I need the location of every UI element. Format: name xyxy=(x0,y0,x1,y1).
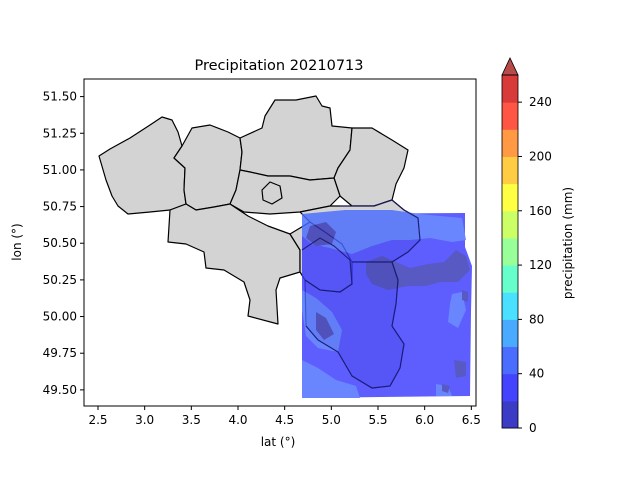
colorbar: 0 40 80 120 160 200 240 xyxy=(501,57,552,435)
colorbar-tick-label: 240 xyxy=(529,95,552,109)
contour-band-0-20-se xyxy=(454,360,466,378)
contour-band-40-60-south xyxy=(302,360,360,398)
x-tick-label: 3.5 xyxy=(182,413,201,427)
contour-band-40-60 xyxy=(302,210,466,254)
colorbar-segment xyxy=(502,210,518,239)
colorbar-frame xyxy=(501,74,519,429)
region-hainaut xyxy=(167,203,301,325)
colorbar-tick-label: 200 xyxy=(529,149,552,163)
x-axis-label: lat (°) xyxy=(261,435,296,449)
colorbar-label: precipitation (mm) xyxy=(561,187,575,299)
contour-band-0-20-west xyxy=(316,312,334,340)
colorbar-tick-label: 40 xyxy=(529,367,544,381)
x-tick-label: 4.0 xyxy=(228,413,247,427)
contour-band-0-20-east xyxy=(462,290,468,302)
region-west-flanders xyxy=(98,116,187,215)
chart-title: Precipitation 20210713 xyxy=(194,58,363,74)
colorbar-segment xyxy=(502,319,518,348)
axes-frame xyxy=(83,78,477,407)
colorbar-tick-label: 120 xyxy=(529,258,552,272)
colorbar-tick-label: 0 xyxy=(529,421,537,435)
y-tick-label: 51.50 xyxy=(43,90,77,104)
x-tick-label: 6.0 xyxy=(415,413,434,427)
y-tick-label: 50.75 xyxy=(43,200,77,214)
contour-band-0-20-north xyxy=(306,222,336,246)
region-flemish-brabant xyxy=(229,169,341,215)
colorbar-segment xyxy=(502,265,518,293)
colorbar-segment xyxy=(502,400,518,429)
contour-band-40-60-east xyxy=(448,292,466,328)
region-brussels xyxy=(261,181,283,205)
colorbar-segment xyxy=(502,237,518,266)
x-axis: 2.5 3.0 3.5 4.0 4.5 5.0 5.5 6.0 6.5 xyxy=(88,406,481,427)
precipitation-field xyxy=(302,210,472,398)
contour-band-0-20-center xyxy=(366,250,470,290)
colorbar-segment xyxy=(502,292,518,320)
x-tick-label: 5.0 xyxy=(322,413,341,427)
colorbar-tick-label: 160 xyxy=(529,204,552,218)
colorbar-segment xyxy=(502,346,518,375)
overlay-namur-luxembourg xyxy=(301,237,353,293)
colorbar-segment xyxy=(502,129,518,157)
x-tick-label: 6.5 xyxy=(462,413,481,427)
colorbar-segment xyxy=(502,373,518,402)
x-tick-label: 3.0 xyxy=(135,413,154,427)
x-tick-label: 2.5 xyxy=(88,413,107,427)
y-tick-label: 51.25 xyxy=(43,126,77,140)
region-outlines-overlay xyxy=(301,199,421,389)
map-plot-area xyxy=(83,78,477,407)
y-tick-label: 49.50 xyxy=(43,383,77,397)
y-tick-label: 51.00 xyxy=(43,163,77,177)
overlay-luxembourg-east xyxy=(305,261,405,389)
colorbar-segment xyxy=(502,102,518,130)
y-tick-label: 50.00 xyxy=(43,310,77,324)
y-axis-label: lon (°) xyxy=(10,223,24,260)
y-axis: 49.50 49.75 50.00 50.25 50.50 50.75 51.00 51.25… xyxy=(43,90,84,397)
y-tick-label: 50.50 xyxy=(43,236,77,250)
x-tick-label: 4.5 xyxy=(275,413,294,427)
contour-band-20-40 xyxy=(302,213,472,398)
overlay-liege xyxy=(340,199,421,263)
x-tick-label: 5.5 xyxy=(368,413,387,427)
colorbar-extend-arrow xyxy=(501,57,519,76)
y-tick-label: 49.75 xyxy=(43,346,77,360)
y-tick-label: 50.25 xyxy=(43,273,77,287)
colorbar-tick-label: 80 xyxy=(529,312,544,326)
contour-band-0-20-south xyxy=(442,384,450,393)
colorbar-segment xyxy=(502,75,518,103)
colorbar-segment xyxy=(502,156,518,185)
colorbar-segment xyxy=(502,183,518,212)
region-antwerp xyxy=(239,95,353,181)
